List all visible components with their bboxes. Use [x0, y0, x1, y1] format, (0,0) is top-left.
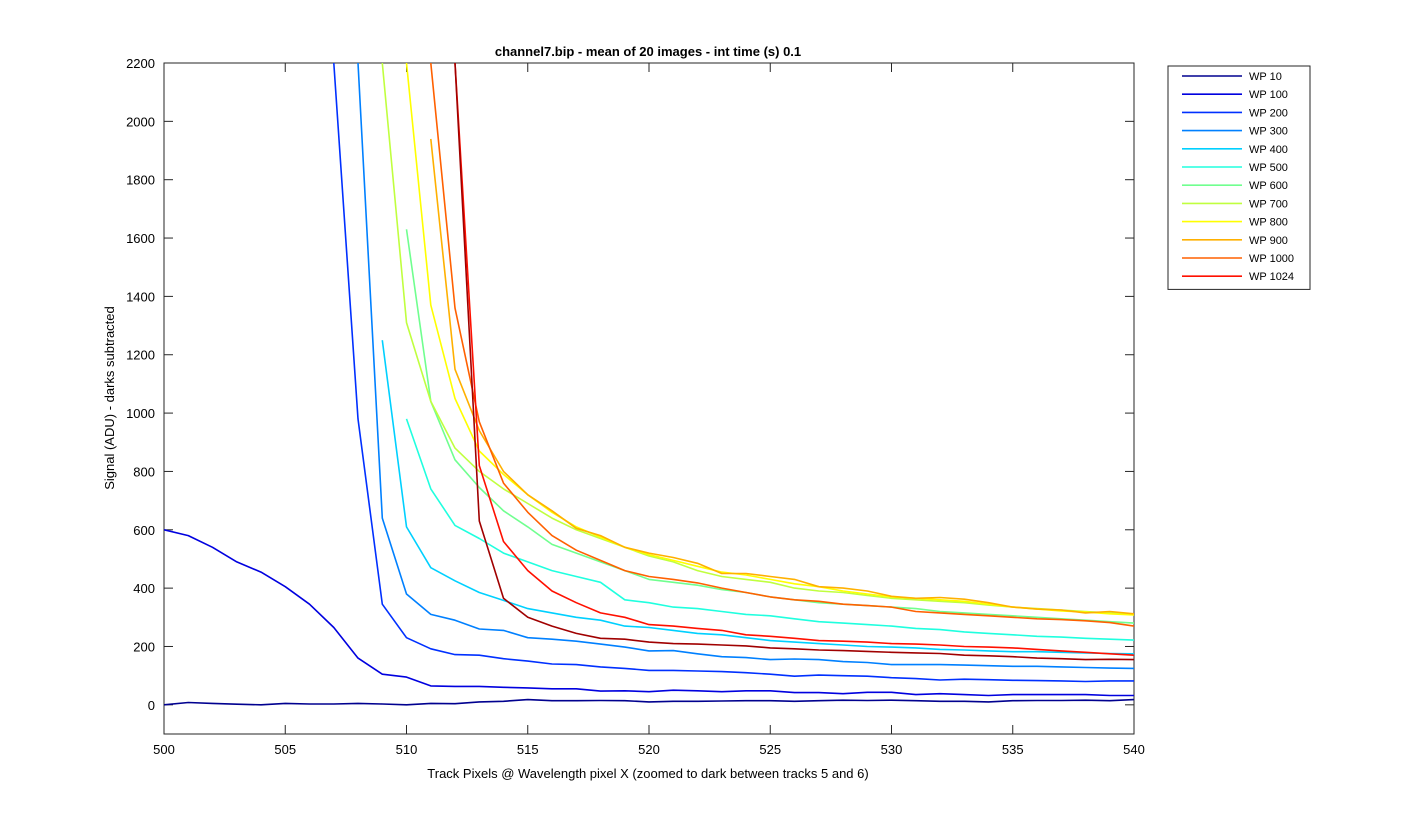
legend-entry: WP 700: [1249, 198, 1288, 210]
plot-area: 500 505 510 515 520 525 530 535 540 0 200 400 600 800…: [126, 56, 1145, 757]
x-tick-label: 520: [638, 742, 660, 757]
series-line: [357, 63, 1134, 670]
legend-entry: WP 200: [1249, 107, 1288, 119]
y-tick-label: 1200: [126, 348, 155, 363]
x-tick-label: 530: [881, 742, 903, 757]
legend-entry: WP 500: [1249, 162, 1288, 174]
y-tick-label: 800: [133, 464, 155, 479]
chart-title: channel7.bip - mean of 20 images - int t…: [495, 44, 801, 59]
y-tick-label: 600: [133, 523, 155, 538]
series-lines: [164, 63, 1134, 706]
series-line: [333, 63, 1134, 683]
legend-box: [1167, 65, 1311, 290]
y-tick-label: 2200: [126, 56, 155, 71]
x-tick-label: 515: [517, 742, 539, 757]
y-tick-label: 2000: [126, 114, 155, 129]
series-line: [454, 63, 1134, 656]
x-tick-label: 500: [153, 742, 175, 757]
y-tick-label: 1800: [126, 173, 155, 188]
series-line: [430, 138, 1134, 615]
y-tick-label: 0: [148, 698, 155, 713]
legend-entry: WP 800: [1249, 217, 1288, 229]
x-tick-label: 505: [274, 742, 296, 757]
legend: WP 10 WP 100 WP 200 WP 300 WP 400 WP 500 WP 60…: [1167, 65, 1311, 290]
legend-entry: WP 600: [1249, 180, 1288, 192]
series-line: [164, 529, 1134, 697]
x-tick-label: 510: [396, 742, 418, 757]
y-tick-label: 1400: [126, 289, 155, 304]
y-axis-label: Signal (ADU) - darks subtracted: [102, 306, 117, 490]
legend-entry: WP 1000: [1249, 253, 1294, 265]
series-line: [454, 63, 1134, 661]
x-tick-label: 540: [1123, 742, 1145, 757]
series-line: [430, 63, 1134, 627]
y-tick-label: 1000: [126, 406, 155, 421]
legend-entry: WP 100: [1249, 89, 1288, 101]
legend-entry: WP 900: [1249, 235, 1288, 247]
x-tick-label: 535: [1002, 742, 1024, 757]
series-line: [164, 698, 1134, 706]
series-line: [405, 418, 1134, 641]
legend-entry: WP 400: [1249, 144, 1288, 156]
y-tick-label: 400: [133, 581, 155, 596]
y-tick-label: 200: [133, 639, 155, 654]
legend-entry: WP 300: [1249, 126, 1288, 138]
legend-entry: WP 1024: [1249, 271, 1294, 283]
y-tick-label: 1600: [126, 231, 155, 246]
x-tick-label: 525: [759, 742, 781, 757]
legend-entry: WP 10: [1249, 71, 1282, 83]
x-axis-label: Track Pixels @ Wavelength pixel X (zoome…: [427, 766, 868, 781]
